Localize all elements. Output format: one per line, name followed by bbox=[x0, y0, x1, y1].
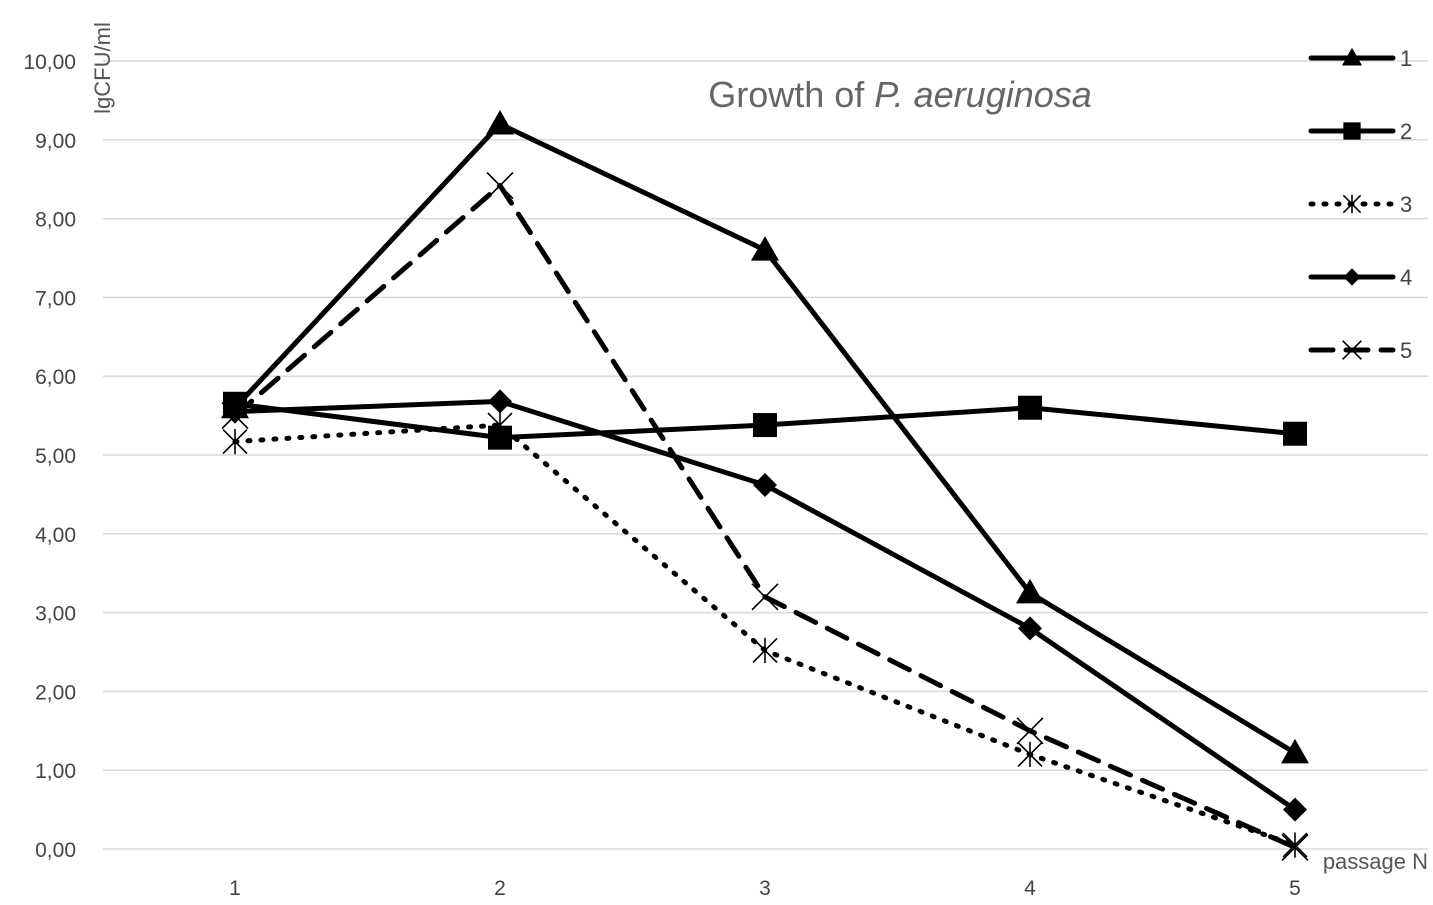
marker-diamond bbox=[1018, 616, 1042, 641]
chart-title-italic: P. aeruginosa bbox=[874, 74, 1092, 115]
legend-label: 2 bbox=[1400, 119, 1412, 144]
series-2 bbox=[223, 391, 1307, 450]
marker-diamond bbox=[753, 472, 777, 497]
chart-title: Growth of P. aeruginosa bbox=[708, 74, 1092, 115]
marker-diamond bbox=[488, 389, 512, 414]
legend-item: 3 bbox=[1308, 192, 1412, 217]
marker-triangle bbox=[751, 236, 779, 261]
legend-label: 4 bbox=[1400, 265, 1412, 290]
y-tick-label: 10,00 bbox=[23, 51, 76, 74]
legend-item: 4 bbox=[1308, 265, 1412, 290]
marker-asterisk bbox=[752, 637, 778, 664]
y-tick-label: 6,00 bbox=[35, 366, 76, 389]
marker-triangle bbox=[1281, 738, 1309, 764]
marker-diamond bbox=[223, 399, 247, 424]
x-tick-label: 1 bbox=[229, 877, 241, 900]
series-4 bbox=[223, 389, 1307, 822]
marker-asterisk bbox=[1282, 832, 1308, 858]
marker-asterisk bbox=[222, 429, 248, 455]
marker-x bbox=[221, 402, 249, 430]
y-axis-ticks: 0,00 1,00 2,00 3,00 4,00 5,00 6,00 7,00 8,00 9,00… bbox=[23, 51, 76, 862]
marker-square bbox=[1343, 122, 1361, 140]
x-tick-label: 5 bbox=[1289, 877, 1301, 900]
series-5 bbox=[221, 171, 1309, 861]
marker-x bbox=[486, 171, 514, 200]
marker-triangle bbox=[1341, 47, 1363, 66]
x-axis-ticks: 1 2 3 4 5 bbox=[229, 877, 1301, 900]
marker-asterisk bbox=[1017, 741, 1043, 768]
marker-square bbox=[753, 413, 777, 438]
legend-item: 1 bbox=[1308, 46, 1412, 71]
x-axis-title: passage N bbox=[1323, 849, 1428, 874]
marker-diamond bbox=[1343, 268, 1361, 286]
y-tick-label: 1,00 bbox=[35, 760, 76, 783]
legend-item: 5 bbox=[1308, 338, 1412, 363]
y-tick-label: 8,00 bbox=[35, 209, 76, 232]
marker-diamond bbox=[1283, 797, 1307, 822]
marker-triangle bbox=[486, 110, 514, 135]
x-tick-label: 3 bbox=[759, 877, 771, 900]
y-tick-label: 0,00 bbox=[35, 839, 76, 862]
legend-label: 5 bbox=[1400, 338, 1412, 363]
marker-x bbox=[1016, 717, 1044, 745]
series-line bbox=[232, 398, 1298, 813]
legend: 1 2 3 4 5 bbox=[1308, 46, 1412, 363]
y-tick-label: 5,00 bbox=[35, 445, 76, 468]
x-tick-label: 4 bbox=[1024, 877, 1036, 900]
legend-label: 3 bbox=[1400, 192, 1412, 217]
y-tick-label: 3,00 bbox=[35, 603, 76, 626]
legend-label: 1 bbox=[1400, 46, 1412, 71]
marker-asterisk bbox=[1342, 194, 1362, 214]
y-axis-title: lgCFU/ml bbox=[90, 22, 115, 114]
chart-title-prefix: Growth of bbox=[708, 74, 874, 115]
series-3 bbox=[222, 412, 1308, 858]
y-tick-label: 2,00 bbox=[35, 681, 76, 704]
y-tick-label: 7,00 bbox=[35, 287, 76, 310]
legend-item: 2 bbox=[1308, 119, 1412, 144]
marker-square bbox=[1018, 395, 1042, 420]
x-tick-label: 2 bbox=[494, 877, 506, 900]
series-lines bbox=[221, 110, 1309, 861]
marker-x bbox=[751, 583, 779, 611]
marker-x bbox=[1342, 340, 1362, 360]
series-line bbox=[232, 183, 1298, 850]
marker-triangle bbox=[1016, 578, 1044, 604]
gridlines bbox=[103, 60, 1428, 850]
marker-asterisk bbox=[487, 412, 513, 438]
y-tick-label: 4,00 bbox=[35, 524, 76, 547]
y-tick-label: 9,00 bbox=[35, 130, 76, 153]
marker-x bbox=[1281, 833, 1309, 861]
marker-square bbox=[1283, 421, 1307, 446]
